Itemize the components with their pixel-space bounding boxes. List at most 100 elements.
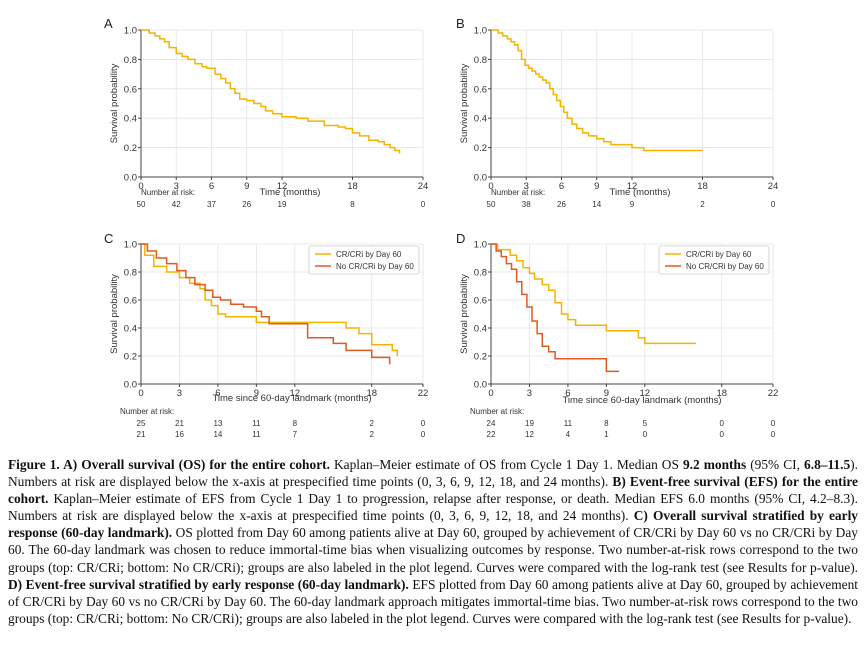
at-risk-value: 14 [592,200,601,209]
x-axis-label: Time since 60-day landmark (months) [562,395,721,406]
panel-letter: A [104,16,113,31]
at-risk-value: 9 [630,200,635,209]
caption-text-run: OS plotted from Day 60 among patients al… [8,525,858,575]
at-risk-value: 1 [604,430,609,439]
x-tick-label: 0 [138,181,143,192]
at-risk-value: 0 [421,430,426,439]
panel-a: A 0 3 6 9 12 18 24 0.0 0.2 0.4 0.6 0.8 1.0 Survival pr… [104,16,428,209]
caption-text-run: Kaplan–Meier estimate of EFS from Cycle … [8,491,858,524]
y-axis-label: Survival probability [109,274,120,354]
y-tick-label: 1.0 [124,240,137,251]
number-at-risk-label: Number at risk: [491,188,545,197]
caption-text-run: ). Numbers at risk are displayed below t… [8,457,858,490]
at-risk-value: 2 [370,419,375,428]
at-risk-value: 21 [175,419,184,428]
at-risk-value: 11 [252,430,261,439]
at-risk-value: 21 [137,430,146,439]
number-at-risk-label: Number at risk: [120,407,174,416]
y-axis-label: Survival probability [459,63,470,143]
y-tick-label: 1.0 [474,26,487,37]
x-tick-label: 22 [418,388,429,399]
km-curve-cr-cri-by-day-60 [141,243,399,356]
x-tick-label: 24 [768,181,779,192]
at-risk-value: 26 [242,200,251,209]
at-risk-value: 22 [487,430,496,439]
y-tick-label: 1.0 [474,240,487,251]
y-tick-label: 0.6 [124,84,137,95]
x-tick-label: 9 [254,388,259,399]
at-risk-value: 0 [421,200,426,209]
y-tick-label: 0.6 [124,296,137,307]
caption-bold-run: 6.8–11.5 [804,457,851,472]
y-tick-label: 0.8 [474,268,487,279]
x-tick-label: 3 [174,181,179,192]
x-tick-label: 3 [524,181,529,192]
caption-bold-run: B) Event-free survival (EFS) for the ent… [8,474,858,507]
y-tick-label: 0.8 [124,55,137,66]
x-tick-label: 3 [527,388,532,399]
caption-bold-run: Figure 1. A) [8,457,82,472]
at-risk-value: 14 [213,430,222,439]
at-risk-value: 0 [771,430,776,439]
at-risk-value: 0 [720,430,725,439]
x-tick-label: 18 [347,181,358,192]
km-curve-cr-cri-by-day-60 [491,243,697,345]
at-risk-value: 42 [172,200,181,209]
at-risk-value: 11 [252,419,261,428]
at-risk-value: 8 [293,419,298,428]
x-tick-label: 12 [290,388,301,399]
x-axis-label: Time since 60-day landmark (months) [212,393,371,404]
at-risk-value: 13 [213,419,222,428]
y-tick-label: 0.8 [124,268,137,279]
number-at-risk-label: Number at risk: [470,407,524,416]
y-tick-label: 0.4 [124,324,137,335]
y-tick-label: 0.0 [474,173,487,184]
x-axis-label: Time (months) [260,187,321,198]
y-tick-label: 1.0 [124,26,137,37]
y-tick-label: 0.0 [124,380,137,391]
caption-bold-run: Overall survival (OS) for the entire coh… [81,457,330,472]
at-risk-value: 2 [700,200,705,209]
y-tick-label: 0.2 [124,143,137,154]
x-tick-label: 12 [277,181,288,192]
x-tick-label: 24 [418,181,429,192]
caption-bold-run: 9.2 months [682,457,747,472]
y-axis-label: Survival probability [109,63,120,143]
caption-text-run: (95% CI, [746,457,805,472]
caption-text-run: EFS plotted from Day 60 among patients a… [8,576,859,626]
at-risk-value: 8 [350,200,355,209]
panel-b: B 0 3 6 9 12 18 24 0.0 0.2 0.4 0.6 0.8 1.0 Survival pr… [456,16,778,209]
y-tick-label: 0.4 [474,114,487,125]
panel-letter: D [456,231,465,246]
y-tick-label: 0.0 [474,380,487,391]
km-curve-no-cr-cri-by-day-60 [141,243,391,365]
at-risk-value: 0 [720,419,725,428]
x-tick-label: 0 [488,181,493,192]
at-risk-value: 2 [370,430,375,439]
km-curve-overall [491,29,703,152]
x-tick-label: 18 [366,388,377,399]
at-risk-value: 38 [522,200,531,209]
x-tick-label: 6 [559,181,564,192]
legend: CR/CRi by Day 60 No CR/CRi by Day 60 [658,245,770,275]
at-risk-value: 50 [487,200,496,209]
panel-letter: B [456,16,465,31]
y-tick-label: 0.2 [474,143,487,154]
at-risk-value: 0 [421,419,426,428]
caption-text-run: Kaplan–Meier estimate of OS from Cycle 1… [329,457,683,472]
x-tick-label: 0 [488,388,493,399]
y-tick-label: 0.2 [474,352,487,363]
at-risk-value: 0 [771,200,776,209]
at-risk-value: 16 [175,430,184,439]
x-tick-label: 22 [768,388,779,399]
y-tick-label: 0.4 [124,114,137,125]
x-tick-label: 18 [697,181,708,192]
at-risk-value: 8 [604,419,609,428]
legend-box [658,245,770,275]
at-risk-value: 37 [207,200,216,209]
legend-label: No CR/CRi by Day 60 [336,262,414,271]
at-risk-value: 25 [137,419,146,428]
